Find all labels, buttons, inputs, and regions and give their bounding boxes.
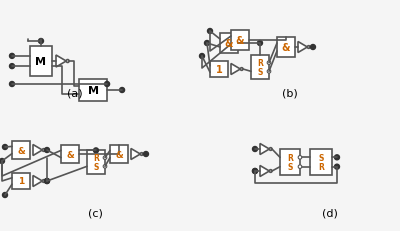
- Circle shape: [258, 41, 262, 46]
- Circle shape: [208, 29, 212, 34]
- FancyBboxPatch shape: [277, 38, 295, 58]
- Circle shape: [140, 153, 143, 156]
- Circle shape: [103, 156, 107, 160]
- Circle shape: [252, 169, 258, 174]
- FancyBboxPatch shape: [79, 80, 107, 102]
- Circle shape: [94, 148, 98, 153]
- Text: &: &: [66, 150, 74, 159]
- Circle shape: [44, 179, 50, 184]
- FancyBboxPatch shape: [280, 149, 300, 175]
- Text: S: S: [287, 162, 293, 171]
- Polygon shape: [56, 56, 66, 68]
- Circle shape: [120, 88, 124, 93]
- Text: S: S: [93, 162, 99, 171]
- FancyBboxPatch shape: [61, 145, 79, 163]
- Circle shape: [38, 39, 44, 44]
- Circle shape: [267, 62, 271, 65]
- Circle shape: [310, 45, 316, 50]
- Text: &: &: [17, 146, 25, 155]
- Text: (c): (c): [88, 208, 102, 218]
- Circle shape: [269, 148, 272, 151]
- Circle shape: [240, 68, 243, 71]
- Circle shape: [144, 152, 148, 157]
- FancyBboxPatch shape: [220, 34, 238, 54]
- Text: S: S: [318, 153, 324, 162]
- Text: &: &: [225, 39, 233, 49]
- Text: (a): (a): [67, 89, 83, 99]
- Circle shape: [44, 148, 50, 153]
- Circle shape: [44, 179, 50, 184]
- Text: R: R: [93, 154, 99, 162]
- FancyBboxPatch shape: [30, 47, 52, 77]
- FancyBboxPatch shape: [87, 150, 105, 174]
- Circle shape: [10, 64, 14, 69]
- Text: (b): (b): [282, 89, 298, 99]
- Text: &: &: [115, 150, 123, 159]
- Text: R: R: [287, 153, 293, 162]
- Text: &: &: [236, 36, 244, 46]
- Circle shape: [204, 41, 210, 46]
- FancyBboxPatch shape: [251, 56, 269, 80]
- FancyBboxPatch shape: [12, 173, 30, 189]
- Polygon shape: [131, 149, 140, 160]
- FancyBboxPatch shape: [210, 62, 228, 78]
- FancyBboxPatch shape: [12, 141, 30, 159]
- Text: R: R: [257, 59, 263, 68]
- Circle shape: [252, 147, 258, 152]
- Text: M: M: [36, 57, 46, 67]
- Circle shape: [0, 159, 4, 164]
- FancyBboxPatch shape: [310, 149, 332, 175]
- Text: (d): (d): [322, 208, 338, 218]
- FancyBboxPatch shape: [110, 145, 128, 163]
- Circle shape: [267, 70, 271, 74]
- Circle shape: [307, 46, 310, 49]
- Text: S: S: [257, 67, 263, 76]
- Circle shape: [42, 149, 45, 152]
- Polygon shape: [231, 64, 240, 75]
- Circle shape: [334, 164, 340, 170]
- Polygon shape: [260, 144, 269, 155]
- Circle shape: [2, 145, 8, 150]
- Polygon shape: [298, 42, 307, 53]
- Text: 1: 1: [216, 65, 222, 75]
- Circle shape: [104, 82, 110, 87]
- FancyBboxPatch shape: [231, 31, 249, 51]
- Polygon shape: [33, 176, 42, 187]
- Circle shape: [200, 54, 204, 59]
- Circle shape: [10, 82, 14, 87]
- Circle shape: [42, 180, 45, 182]
- Circle shape: [269, 170, 272, 173]
- Text: M: M: [88, 86, 98, 96]
- Text: 1: 1: [18, 177, 24, 186]
- Circle shape: [66, 60, 69, 63]
- Circle shape: [10, 54, 14, 59]
- Polygon shape: [33, 145, 42, 156]
- Text: &: &: [282, 43, 290, 53]
- Polygon shape: [260, 166, 269, 177]
- Circle shape: [252, 169, 258, 174]
- Circle shape: [298, 165, 302, 169]
- Circle shape: [298, 156, 302, 159]
- Circle shape: [334, 155, 340, 160]
- Text: R: R: [318, 162, 324, 171]
- Circle shape: [103, 165, 107, 168]
- Circle shape: [2, 193, 8, 198]
